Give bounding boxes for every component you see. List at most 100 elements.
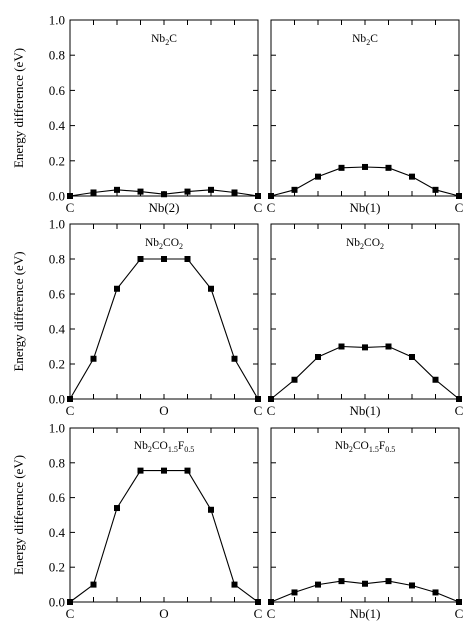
data-point [161,191,167,198]
panel-title: Nb2C [352,33,378,47]
data-point [338,164,345,171]
y-tick-label: 0.4 [49,525,66,540]
y-axis-label: Energy difference (eV) [11,48,26,168]
x-tick-label: Nb(1) [349,403,380,418]
data-point [137,188,144,195]
data-point [315,581,321,588]
data-point [114,285,120,292]
panel-title: Nb2C [151,33,177,47]
plot-frame [270,223,460,400]
x-tick-label: C [254,403,263,418]
data-point [184,467,191,474]
y-tick-label: 0.8 [49,455,65,470]
data-point [67,599,73,605]
data-point [161,467,167,474]
data-point [409,173,415,180]
x-tick-label: C [267,403,276,418]
data-point [291,376,298,383]
data-point [291,186,298,193]
data-point [114,505,120,512]
y-tick-label: 1.0 [49,421,65,436]
data-point [231,189,238,196]
y-tick-label: 0.0 [49,595,65,610]
data-point [208,186,214,193]
series-line [270,345,460,400]
chart-panel-5: 0.0 0.2 0.4 0.6 0.8 1.0 Energy difference (eV)… [11,421,262,622]
data-point [432,186,439,193]
data-point [432,589,439,596]
y-tick-label: 0.4 [49,118,66,133]
data-point [184,256,191,262]
data-point [161,256,167,262]
data-point [137,467,144,474]
x-tick-label: Nb(1) [349,200,380,215]
data-point [255,193,261,199]
data-point [362,163,368,170]
y-tick-label: 0.2 [49,560,65,575]
x-tick-label: C [66,200,75,215]
data-point [338,343,345,350]
plot-frame [69,19,259,197]
panel-title: Nb2CO2 [346,237,384,251]
data-point [432,376,439,383]
plot-frame [69,223,259,400]
data-point [255,599,261,605]
series-line [69,470,259,603]
data-point [268,599,274,605]
x-tick-label: C [66,606,75,621]
data-point [456,396,462,402]
y-tick-label: 1.0 [49,217,65,232]
data-point [90,355,97,362]
y-tick-label: 0.6 [49,287,66,302]
data-point [385,343,392,350]
x-tick-label: C [455,606,464,621]
y-tick-label: 0.8 [49,252,65,267]
chart-panel-6: C Nb(1) C Nb2CO1.5F0.5 [267,427,464,621]
data-point [409,582,415,589]
chart-panel-2: C Nb(1) C Nb2C [267,19,464,215]
data-point [268,396,274,402]
data-point [315,354,321,360]
x-tick-label: Nb(2) [148,200,179,215]
data-point [231,355,238,362]
data-point [385,164,392,171]
data-point [255,396,261,402]
data-point [268,193,274,199]
x-tick-label: C [267,606,276,621]
y-tick-label: 1.0 [49,13,65,28]
y-tick-label: 0.2 [49,357,65,372]
panel-title: Nb2CO1.5F0.5 [134,440,194,454]
series-line [69,258,259,400]
x-tick-label: O [159,403,168,418]
data-point [137,256,144,262]
plot-frame [270,427,460,603]
x-tick-label: Nb(1) [349,606,380,621]
data-point [67,396,73,402]
data-point [114,186,120,193]
chart-panel-1: 0.0 0.2 0.4 0.6 0.8 1.0 Energy difference (eV)… [11,13,262,216]
data-point [184,188,191,195]
chart-panel-3: 0.0 0.2 0.4 0.6 0.8 1.0 Energy difference (eV)… [11,217,262,419]
y-tick-label: 0.8 [49,48,65,63]
y-tick-label: 0.2 [49,153,65,168]
data-point [362,344,368,351]
panel-title: Nb2CO2 [145,237,183,251]
y-tick-label: 0.0 [49,392,65,407]
data-point [456,599,462,605]
data-point [90,189,97,196]
x-tick-label: O [159,606,168,621]
data-point [67,193,73,199]
data-point [362,580,368,587]
data-point [231,581,238,588]
data-point [409,354,415,360]
panel-title: Nb2CO1.5F0.5 [335,440,395,454]
y-tick-label: 0.6 [49,83,66,98]
x-tick-label: C [455,200,464,215]
data-point [90,581,97,588]
y-tick-label: 0.4 [49,322,66,337]
data-point [291,589,298,596]
x-tick-label: C [455,403,464,418]
x-tick-label: C [254,200,263,215]
x-tick-label: C [267,200,276,215]
data-point [456,193,462,199]
